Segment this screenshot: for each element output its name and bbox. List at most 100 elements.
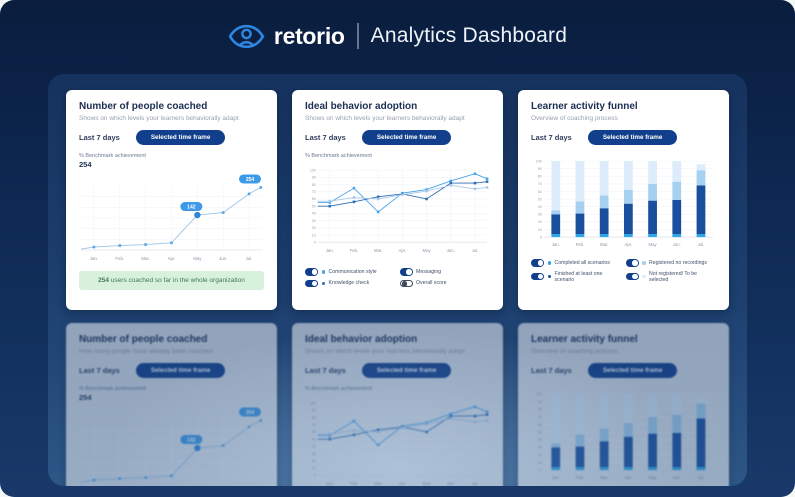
time-frame-controls: Last 7 days Selected time frame <box>305 363 490 378</box>
svg-text:40: 40 <box>312 212 316 216</box>
svg-text:Jan.: Jan. <box>326 481 334 486</box>
multi-line-chart-behavior-adoption: 0 10 20 30 40 50 60 70 80 90 100 Jan. Feb. Mar. Apr. Ma… <box>310 401 489 486</box>
svg-text:50: 50 <box>312 437 316 441</box>
time-frame-controls: Last 7 days Selected time frame <box>79 363 264 378</box>
svg-text:May: May <box>649 475 658 480</box>
banner-text: users coached so far in the whole organi… <box>110 277 245 284</box>
y-axis-header: % Benchmark achievement <box>305 386 490 393</box>
legend-toggle-switch[interactable] <box>399 268 413 276</box>
brand-name: retorio <box>273 22 345 49</box>
legend-item: Messaging <box>399 268 491 276</box>
selected-time-frame-button[interactable]: Selected time frame <box>587 363 678 378</box>
legend-toggle-switch[interactable] <box>399 279 413 287</box>
svg-text:100: 100 <box>310 168 316 172</box>
svg-text:Jan.: Jan. <box>90 256 98 261</box>
selected-time-frame-button[interactable]: Selected time frame <box>361 363 452 378</box>
legend-toggle-switch[interactable] <box>531 259 544 267</box>
svg-text:254: 254 <box>246 410 255 416</box>
svg-text:50: 50 <box>312 204 316 208</box>
svg-text:100: 100 <box>310 401 316 405</box>
legend-toggle-switch[interactable] <box>531 272 544 281</box>
series-color-dot <box>642 261 646 265</box>
time-range-label: Last 7 days <box>531 133 572 142</box>
svg-text:May: May <box>649 242 658 247</box>
legend-item: Finished at least one scenario <box>531 271 622 283</box>
card-title: Ideal behavior adoption <box>305 101 418 112</box>
svg-text:Jul.: Jul. <box>698 242 705 247</box>
series-color-dot <box>642 274 646 279</box>
time-range-label: Last 7 days <box>531 366 572 375</box>
svg-text:142: 142 <box>187 437 196 443</box>
svg-text:0: 0 <box>314 240 316 244</box>
svg-text:70: 70 <box>312 190 316 194</box>
legend-label: Messaging <box>416 268 442 275</box>
svg-text:Feb.: Feb. <box>350 248 359 253</box>
svg-text:40: 40 <box>312 445 316 449</box>
svg-text:Jun.: Jun. <box>219 256 227 261</box>
svg-text:40: 40 <box>538 205 542 209</box>
time-range-label: Last 7 days <box>79 366 120 375</box>
legend-item: Completed all scenarios <box>531 259 622 267</box>
svg-text:80: 80 <box>538 408 542 412</box>
svg-text:Jul.: Jul. <box>698 475 705 480</box>
card-subtitle: Overview of coaching process <box>531 115 618 122</box>
card-subtitle: Shows on which levels your learners beha… <box>305 115 465 122</box>
legend-item: Knowledge check <box>305 279 396 287</box>
card-title: Number of people coached <box>79 101 208 112</box>
svg-text:May: May <box>423 481 432 486</box>
legend-label: Communication style <box>328 268 377 275</box>
stacked-bar-chart-activity-funnel: 0 10 20 30 40 50 60 70 80 90 100 Jan. Feb. Mar. Apr. Ma… <box>536 392 714 480</box>
selected-time-frame-button[interactable]: Selected time frame <box>135 130 226 145</box>
svg-text:90: 90 <box>538 400 542 404</box>
svg-text:60: 60 <box>312 430 316 434</box>
time-frame-controls: Last 7 days Selected time frame <box>79 130 264 145</box>
card-title: Number of people coached <box>79 334 208 345</box>
legend-toggle-switch[interactable] <box>625 259 639 267</box>
legend-item: Registered no recordings <box>625 259 717 267</box>
svg-text:Mar.: Mar. <box>374 481 382 486</box>
banner-value: 254 <box>98 277 109 284</box>
svg-text:Jan.: Jan. <box>326 248 334 253</box>
brand: retorio <box>228 23 345 50</box>
selected-time-frame-button[interactable]: Selected time frame <box>135 363 226 378</box>
svg-text:May: May <box>423 248 432 253</box>
legend-item: Not registered/ To be selected <box>625 271 717 283</box>
page-title: Analytics Dashboard <box>370 24 568 47</box>
svg-text:0: 0 <box>540 235 542 239</box>
svg-text:Jul.: Jul. <box>472 481 479 486</box>
series-color-dot <box>547 274 551 279</box>
legend-toggle-switch[interactable] <box>625 272 639 281</box>
svg-text:50: 50 <box>538 197 542 201</box>
card-title: Ideal behavior adoption <box>305 334 418 345</box>
legend-toggle-switch[interactable] <box>305 279 318 287</box>
legend-toggle-switch[interactable] <box>305 268 318 276</box>
chart-legend: Communication style Knowledge check Messag… <box>305 268 490 287</box>
retorio-logo-icon <box>228 24 265 48</box>
stacked-bar-chart-activity-funnel: 0 10 20 30 40 50 60 70 80 90 100 Jan. Feb. Mar. Apr. Ma… <box>536 159 714 247</box>
svg-text:80: 80 <box>312 183 316 187</box>
selected-time-frame-button[interactable]: Selected time frame <box>361 130 452 145</box>
svg-text:10: 10 <box>312 233 316 237</box>
y-axis-title: % Benchmark achievement <box>305 153 372 159</box>
svg-text:90: 90 <box>312 409 316 413</box>
selected-time-frame-button[interactable]: Selected time frame <box>587 130 678 145</box>
y-axis-title: % Benchmark achievement <box>79 386 146 392</box>
y-axis-title: % Benchmark achievement <box>305 386 372 392</box>
svg-text:30: 30 <box>312 452 316 456</box>
svg-text:Jan.: Jan. <box>552 242 560 247</box>
time-frame-controls: Last 7 days Selected time frame <box>531 363 716 378</box>
dashboard-panel: Number of people coached Shows on which … <box>48 74 747 486</box>
legend-item: Overall score <box>399 279 491 287</box>
card-learner-activity-funnel: Learner activity funnel Overview of coac… <box>518 323 729 486</box>
svg-text:Jun.: Jun. <box>673 475 681 480</box>
svg-text:70: 70 <box>538 415 542 419</box>
svg-text:Jun.: Jun. <box>447 248 455 253</box>
time-range-label: Last 7 days <box>79 133 120 142</box>
svg-text:70: 70 <box>312 423 316 427</box>
svg-text:Apr.: Apr. <box>399 248 407 253</box>
svg-text:30: 30 <box>538 446 542 450</box>
svg-text:100: 100 <box>536 159 542 163</box>
svg-text:0: 0 <box>540 468 542 472</box>
svg-text:254: 254 <box>246 177 255 183</box>
